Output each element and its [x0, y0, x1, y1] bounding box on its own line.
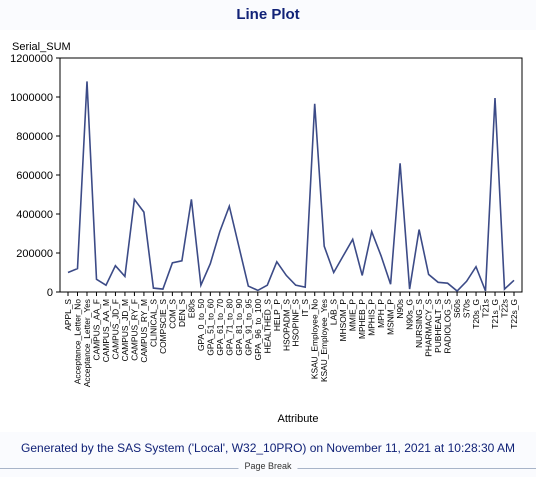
- y-ticks: 0 200000 400000 600000 800000 1000000 1200000: [10, 53, 60, 299]
- x-tick-label: GPA_96_to_100: [253, 299, 263, 361]
- x-tick-label: PUBHEALT_S: [433, 299, 443, 353]
- x-tick-label: PHARMACY_S: [424, 299, 434, 357]
- x-tick-label: Acceptance_Letter_Yes: [82, 299, 92, 387]
- x-tick-label: IT_S: [300, 299, 310, 317]
- x-tick-label: GPA_71_to_80: [224, 299, 234, 356]
- x-tick-label: MPHIS_P: [367, 299, 377, 336]
- x-ticks: APPL_S Acceptance_Letter_No Acceptance_Let…: [63, 292, 519, 387]
- axes: [59, 57, 523, 293]
- x-tick-label: S60s: [452, 299, 462, 318]
- y-tick-label: 200000: [16, 248, 53, 260]
- x-tick-label: S70s: [462, 299, 472, 318]
- x-tick-label: CAMPUS_RY_F: [129, 299, 139, 361]
- x-tick-label: LAB_S: [329, 299, 339, 325]
- x-tick-label: APPL_S: [63, 299, 73, 331]
- y-tick-label: 400000: [16, 209, 53, 221]
- x-tick-label: GPA_91_to_95: [243, 299, 253, 356]
- x-tick-label: MSNM_P: [386, 299, 396, 335]
- x-tick-label: CAMPUS_JD_M: [120, 299, 130, 361]
- x-tick-label: E80s: [186, 299, 196, 318]
- x-tick-label: GPA_51_to_60: [205, 299, 215, 356]
- y-tick-label: 800000: [16, 131, 53, 143]
- footer-text: Generated by the SAS System ('Local', W3…: [21, 441, 515, 455]
- x-tick-label: MPHEB_P: [357, 299, 367, 339]
- y-tick-label: 0: [47, 287, 53, 299]
- page-break-label: Page Break: [238, 461, 298, 471]
- x-tick-label: COM_S: [167, 299, 177, 329]
- x-tick-label: MMIE_P: [348, 299, 358, 332]
- y-tick-label: 1000000: [10, 92, 53, 104]
- series-line: [67, 81, 515, 293]
- plot-panel: Serial_SUM 0 200000 400000 600000 800000 1000…: [0, 30, 536, 432]
- plot-frame: [59, 57, 523, 293]
- x-tick-label: CLINICAL_S: [148, 299, 158, 347]
- x-tick-label: KSAU_Employee_Yes: [319, 299, 329, 382]
- y-axis-label: Serial_SUM: [12, 41, 71, 53]
- x-tick-label: T21s: [481, 299, 491, 318]
- x-tick-label: RADIOLOG_S: [443, 299, 453, 354]
- line-chart: Serial_SUM 0 200000 400000 600000 800000 1000…: [10, 41, 523, 425]
- x-tick-label: HEALTHED_S: [262, 299, 272, 354]
- x-tick-label: HSOPADM_S: [281, 299, 291, 351]
- x-tick-label: MHSOM_P: [338, 299, 348, 342]
- x-tick-label: N90s: [395, 299, 405, 319]
- x-tick-label: HELP_P: [272, 299, 282, 332]
- x-tick-label: T22s: [500, 299, 510, 318]
- x-tick-label: CAMPUS_RY_M: [139, 299, 149, 363]
- x-tick-label: N90s_G: [405, 299, 415, 330]
- x-axis-label: Attribute: [278, 413, 319, 425]
- x-tick-label: HSOPINF_S: [291, 299, 301, 347]
- x-tick-label: T22s_G: [509, 299, 519, 329]
- x-tick-label: COMPSCIE_S: [158, 299, 168, 354]
- x-tick-label: CAMPUS_AA_F: [91, 299, 101, 360]
- x-tick-label: GPA_61_to_70: [215, 299, 225, 356]
- x-tick-label: MPH_P: [376, 299, 386, 328]
- x-tick-label: DEN_S: [177, 299, 187, 327]
- page-break: Page Break: [0, 461, 536, 475]
- y-tick-label: 1200000: [10, 53, 53, 65]
- x-tick-label: Acceptance_Letter_No: [72, 299, 82, 385]
- x-tick-label: T20s_G: [471, 299, 481, 329]
- x-tick-label: GPA_0_to_50: [196, 299, 206, 351]
- series-group: [67, 81, 515, 293]
- y-tick-label: 600000: [16, 170, 53, 182]
- x-tick-label: NURSING_S: [414, 299, 424, 348]
- chart-title: Line Plot: [236, 6, 300, 23]
- x-tick-label: CAMPUS_AA_M: [101, 299, 111, 362]
- x-tick-label: GPA_81_to_90: [234, 299, 244, 356]
- x-tick-label: CAMPUS_JD_F: [110, 299, 120, 360]
- x-tick-label: KSAU_Employee_No: [310, 299, 320, 379]
- x-tick-label: T21s_G: [490, 299, 500, 329]
